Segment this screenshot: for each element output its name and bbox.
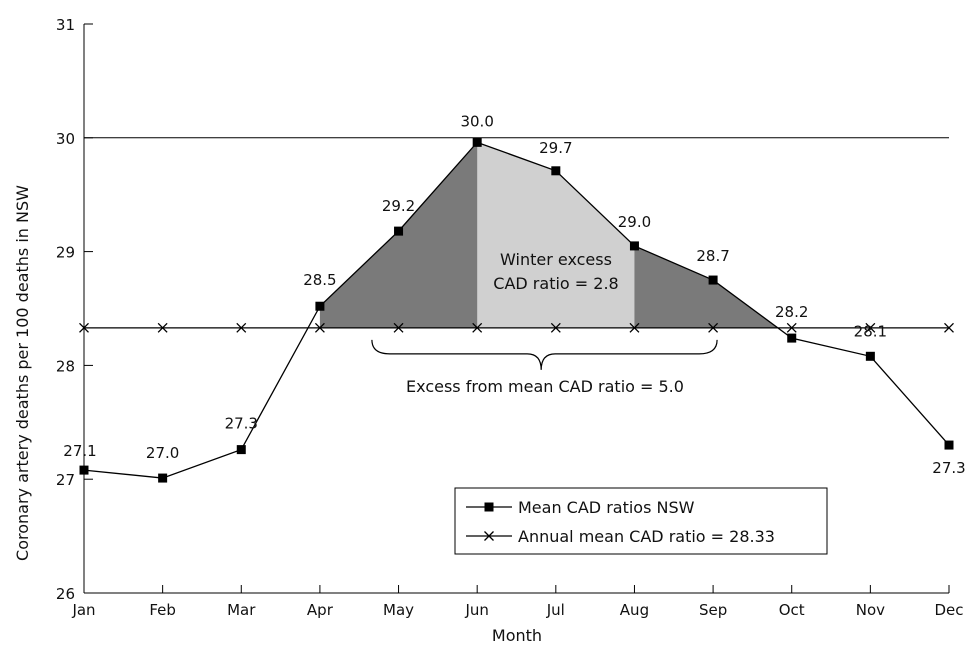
data-label-nov: 28.1 (854, 322, 887, 340)
legend-box (454, 487, 828, 555)
mean-cad-point (158, 473, 168, 483)
data-label-mar: 27.3 (225, 415, 258, 433)
annual-mean-marker (708, 322, 719, 333)
data-label-aug: 29.0 (618, 213, 651, 231)
x-tick-label: Aug (620, 601, 649, 619)
data-label-jun: 30.0 (460, 112, 493, 130)
data-label-jan: 27.1 (63, 442, 96, 460)
legend-entry-annual-mean: Annual mean CAD ratio = 28.33 (518, 527, 775, 546)
legend-marker-x (484, 531, 494, 541)
y-tick-label: 31 (56, 16, 75, 34)
x-axis-title: Month (492, 626, 542, 645)
mean-cad-point (944, 440, 954, 450)
mean-cad-line (83, 141, 950, 479)
axes: 26 27 28 29 30 31 Jan Feb Mar Apr May Jun Jul Aug Sep O… (56, 16, 964, 619)
y-tick-label: 27 (56, 471, 75, 489)
excess-brace (371, 339, 718, 370)
annual-mean-marker (79, 322, 89, 333)
mean-cad-point (708, 275, 718, 285)
data-label-oct: 28.2 (775, 303, 808, 321)
annual-mean-marker (157, 322, 168, 333)
x-tick-label: Mar (227, 601, 256, 619)
annual-mean-marker (236, 322, 247, 333)
y-tick-label: 30 (56, 130, 75, 148)
mean-cad-point (865, 351, 875, 361)
annual-mean-marker (472, 322, 483, 333)
legend-entry-mean-cad: Mean CAD ratios NSW (518, 498, 695, 517)
legend: Mean CAD ratios NSW Annual mean CAD rati… (454, 487, 828, 555)
data-label-may: 29.2 (382, 197, 415, 215)
mean-cad-point (472, 137, 482, 147)
mean-cad-point (551, 166, 561, 176)
annual-mean-marker (629, 322, 640, 333)
mean-cad-point (315, 301, 325, 311)
x-tick-label: Jul (546, 601, 565, 619)
x-tick-label: Dec (934, 601, 963, 619)
mean-cad-point (787, 333, 797, 343)
data-label-jul: 29.7 (539, 139, 572, 157)
mean-cad-point (236, 445, 246, 455)
annual-mean-marker (944, 322, 954, 333)
x-tick-label: Sep (699, 601, 727, 619)
mean-cad-point (394, 226, 404, 236)
y-tick-label: 26 (56, 585, 75, 603)
y-axis-title: Coronary artery deaths per 100 deaths in… (13, 185, 32, 561)
data-label-apr: 28.5 (303, 271, 336, 289)
annual-mean-marker (393, 322, 404, 333)
legend-marker-square (484, 502, 494, 512)
series-group (79, 137, 954, 483)
x-tick-label: Apr (307, 601, 334, 619)
mean-cad-point (79, 465, 89, 475)
data-labels: 27.1 27.0 27.3 28.5 29.2 30.0 29.7 29.0 28.7 28.2… (63, 112, 965, 477)
excess-brace-path (371, 339, 718, 370)
y-tick-label: 29 (56, 244, 75, 262)
annual-mean-marker (786, 322, 797, 333)
x-tick-label: Jun (464, 601, 488, 619)
winter-excess-label-line1: Winter excess (500, 250, 612, 269)
y-tick-label: 28 (56, 357, 75, 375)
mean-cad-point (629, 241, 639, 251)
x-tick-label: Nov (856, 601, 885, 619)
annual-mean-marker (550, 322, 561, 333)
data-label-feb: 27.0 (146, 444, 179, 462)
winter-excess-area-light (477, 142, 635, 328)
excess-area-fills (319, 142, 778, 328)
data-label-dec: 27.3 (932, 459, 965, 477)
x-tick-label: May (383, 601, 414, 619)
excess-from-mean-label: Excess from mean CAD ratio = 5.0 (406, 377, 684, 396)
x-tick-label: Feb (149, 601, 176, 619)
x-tick-label: Jan (71, 601, 95, 619)
annual-mean-marker (314, 322, 325, 333)
x-tick-label: Oct (779, 601, 805, 619)
winter-excess-label-line2: CAD ratio = 2.8 (493, 274, 618, 293)
annual-mean-marker (865, 322, 876, 333)
data-label-sep: 28.7 (696, 247, 729, 265)
